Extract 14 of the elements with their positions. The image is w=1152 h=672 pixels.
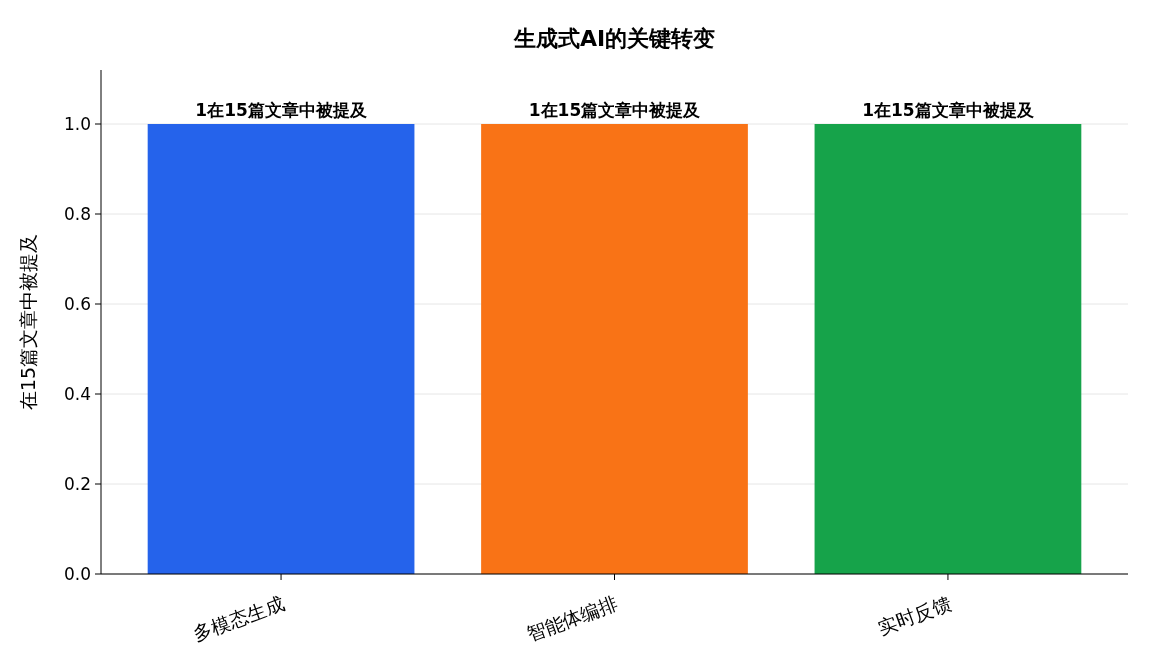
data-label: 1在15篇文章中被提及 [862,100,1035,120]
y-axis-title: 在15篇文章中被提及 [17,233,39,411]
y-tick-label: 0.6 [63,293,91,314]
y-tick-label: 0.2 [63,473,91,494]
x-tick-label: 智能体编排 [523,591,621,645]
y-tick-label: 0.8 [63,203,91,224]
y-tick-label: 0.4 [63,383,91,404]
y-tick-label: 1.0 [63,113,91,134]
y-tick-label: 0.0 [63,563,91,584]
data-label: 1在15篇文章中被提及 [528,100,702,120]
x-tick-label: 实时反馈 [874,591,954,639]
chart-title: 生成式AI的关键转变 [512,26,716,51]
data-label: 1在15篇文章中被提及 [195,100,368,120]
x-tick-label: 多模态生成 [190,591,287,645]
